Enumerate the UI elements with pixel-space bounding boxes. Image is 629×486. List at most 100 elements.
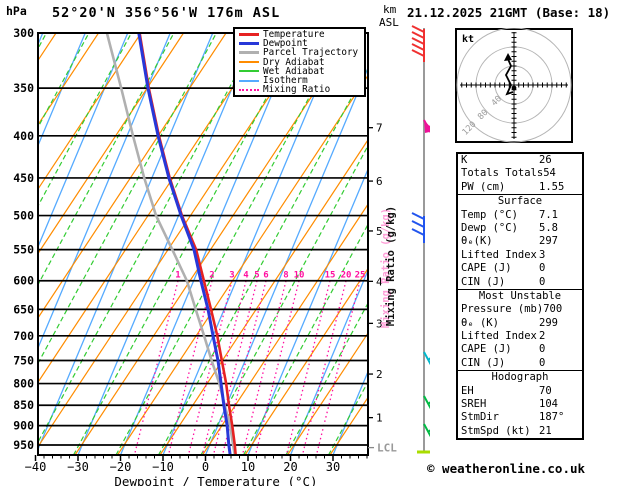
mixing-ratio-axis-label-shadow: Mixing Ratio (g/kg) [380,208,392,328]
legend-item-label: Mixing Ratio [263,84,331,96]
table-row: Pressure (mb) 700 [458,303,582,316]
table-section: Hodograph EH 70 SREH 104 StmDir 187° StmSpd (kt… [458,370,582,438]
table-row-value: 26 [539,154,552,166]
svg-text:10: 10 [241,460,255,474]
altitude-axis-unit-asl: ASL [379,16,399,29]
hodograph-trace-arrow [504,53,512,61]
mixing-ratio-axis-label: Mixing Ratio (g/kg) [385,206,397,326]
table-row: PW (cm) 1.55 [458,181,582,194]
table-section: K 26 Totals Totals 54 PW (cm) 1.55 [458,154,582,194]
pressure-axis-unit: hPa [6,4,27,18]
hodograph-unit-label: kt [462,34,474,45]
table-section-header: Surface [497,195,543,208]
table-row-value: 0 [539,343,546,356]
legend-line-sample [239,42,259,46]
table-row: CIN (J) 0 [458,276,582,289]
legend-item-label: Dewpoint [263,38,308,50]
table-row-label: SREH [461,398,487,411]
svg-text:1: 1 [376,412,383,425]
wind-barb [411,25,425,62]
svg-text:30: 30 [326,460,340,474]
sounding-curves [105,33,237,455]
table-row: Lifted Index 2 [458,330,582,343]
legend-item: Dry Adiabat [239,58,364,67]
mixing-ratio-labels: 1 2 3 4 5 6 8 10 15 20 25 [175,271,365,281]
table-row: θₑ (K) 299 [458,317,582,330]
table-row-label: θₑ (K) [461,316,499,329]
pressure-tick-label: 750 [13,353,34,367]
pressure-tick-label: 900 [13,419,34,433]
svg-text:5: 5 [376,225,383,238]
svg-text:7: 7 [376,122,383,135]
table-row: StmSpd (kt) 21 [458,425,582,438]
table-row: EH 70 [458,385,582,398]
lcl-label: LCL [377,442,397,455]
legend: Temperature Dewpoint Parcel Trajectory Dry … [233,27,366,98]
wind-barb [423,351,430,366]
svg-text:−40: −40 [25,460,47,474]
run-datetime: 21.12.2025 21GMT (Base: 18) [407,5,611,20]
parcel-trajectory-curve [105,33,237,455]
temperature-axis: −40 −30 −20 −10 0 10 20 30 Dewpoint / Temperatur… [25,455,368,486]
pressure-tick-label: 550 [13,243,34,257]
copyright: © weatheronline.co.uk [427,461,586,476]
table-row-label: Temp (°C) [461,208,518,221]
table-row-value: 2 [539,330,546,343]
pressure-tick-label: 300 [13,26,34,40]
legend-line-sample [239,70,259,73]
svg-text:6: 6 [263,271,268,281]
hodograph-panel: 40 80 120 kt [455,28,573,143]
legend-item: Mixing Ratio [239,85,364,94]
svg-text:25: 25 [355,271,366,281]
table-row-value: 21 [539,424,552,437]
svg-text:−10: −10 [152,460,174,474]
table-row-value: 0 [539,275,546,288]
table-row-value: 700 [543,303,563,316]
hodograph-trace [504,58,514,96]
table-row-label: Pressure (mb) [461,303,544,316]
indices-table: K 26 Totals Totals 54 PW (cm) 1.55 Surface Temp… [456,152,584,441]
mixing-ratio-lines [133,280,361,455]
svg-text:10: 10 [294,271,305,281]
table-row-label: Lifted Index [461,330,537,343]
altitude-axis-unit-km: km [383,3,397,16]
svg-text:8: 8 [283,271,288,281]
table-row: CAPE (J) 0 [458,262,582,275]
svg-text:6: 6 [376,175,383,188]
table-section: Most Unstable Pressure (mb) 700 θₑ (K) 299 Li… [458,288,582,370]
wind-barb [423,423,430,438]
table-row: CIN (J) 0 [458,357,582,370]
plot-frame [37,32,369,456]
table-row-value: 5.8 [539,221,558,234]
table-row-label: CAPE (J) [461,343,512,356]
table-row-value: 3 [539,248,546,261]
table-row-label: EH [461,384,474,397]
pressure-tick-label: 950 [13,438,34,452]
table-row: Temp (°C) 7.1 [458,209,582,222]
table-row: Dewp (°C) 5.8 [458,222,582,235]
skewt-diagram: 3003504004505005506006507007508008509009… [13,25,430,486]
svg-text:5: 5 [254,271,259,281]
pressure-tick-label: 450 [13,171,34,185]
table-row-label: PW (cm) [461,180,506,193]
table-row-value: 297 [539,235,558,248]
dewpoint-curve [137,33,232,455]
table-row-value: 1.55 [539,180,565,193]
legend-item: Dewpoint [239,39,364,48]
pressure-tick-label: 350 [13,81,34,95]
altitude-axis: 7 6 5 4 3 2 1 LCL [368,122,397,455]
svg-text:20: 20 [341,271,352,281]
svg-text:20: 20 [283,460,297,474]
legend-item-label: Wet Adiabat [263,65,325,77]
legend-item-label: Temperature [263,29,325,41]
table-row: K 26 [458,154,582,167]
table-row-value: 7.1 [539,208,558,221]
svg-text:−20: −20 [110,460,132,474]
legend-item-label: Dry Adiabat [263,56,325,68]
svg-text:4: 4 [376,275,383,288]
svg-text:4: 4 [243,271,249,281]
pressure-gridlines [38,32,368,446]
table-row: Lifted Index 3 [458,249,582,262]
